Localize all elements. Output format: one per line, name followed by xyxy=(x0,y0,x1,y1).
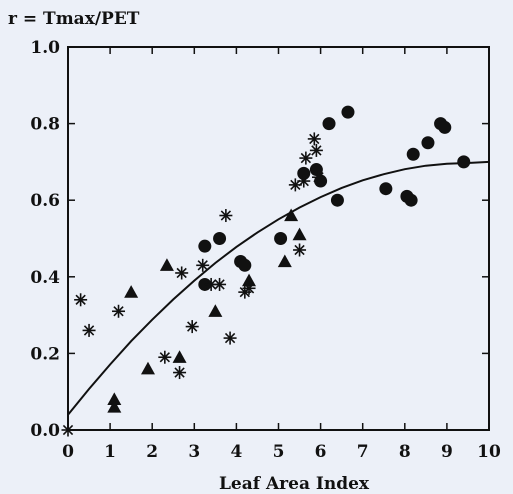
y-tick-label: 0.4 xyxy=(30,268,60,288)
circle-marker xyxy=(457,155,471,169)
asterisk-marker xyxy=(293,243,307,257)
triangle-marker xyxy=(277,254,292,268)
data-markers xyxy=(61,105,471,437)
asterisk-marker xyxy=(82,323,96,337)
circle-marker xyxy=(341,105,355,119)
triangle-marker xyxy=(159,258,174,271)
circle-marker xyxy=(198,239,212,253)
circle-marker xyxy=(322,117,336,131)
triangle-marker xyxy=(124,285,139,298)
triangle-marker xyxy=(172,350,187,363)
asterisk-marker xyxy=(213,277,227,291)
asterisk-marker xyxy=(173,366,187,380)
triangle-marker xyxy=(292,227,307,241)
circle-marker xyxy=(406,147,420,161)
x-tick-label: 4 xyxy=(230,442,242,462)
asterisk-marker xyxy=(175,266,189,280)
asterisk-marker xyxy=(74,293,88,307)
asterisk-marker xyxy=(242,281,256,295)
circle-marker xyxy=(438,120,452,134)
asterisk-marker xyxy=(61,423,75,437)
tick-labels: 0 1 2 3 4 5 6 7 8 9 10 0.0 0.2 0.4 0.6 0.8 1.0 xyxy=(30,38,501,462)
x-tick-label: 9 xyxy=(441,442,453,462)
x-axis-label: Leaf Area Index xyxy=(219,474,370,494)
asterisk-marker xyxy=(309,143,323,157)
chart-title: r = Tmax/PET xyxy=(8,9,140,29)
triangle-marker xyxy=(208,304,223,317)
x-tick-label: 0 xyxy=(62,442,74,462)
fit-curve xyxy=(67,160,490,416)
circle-marker xyxy=(379,182,393,196)
x-tick-label: 5 xyxy=(273,442,285,462)
triangle-marker xyxy=(107,400,122,413)
y-tick-label: 0.6 xyxy=(30,191,60,211)
triangle-marker xyxy=(242,273,257,287)
x-tick-label: 7 xyxy=(357,442,369,462)
asterisk-marker xyxy=(185,320,199,334)
y-tick-label: 0.0 xyxy=(30,421,60,441)
asterisk-marker xyxy=(299,151,313,165)
x-tick-label: 8 xyxy=(399,442,411,462)
x-tick-label: 1 xyxy=(104,442,116,462)
circle-marker xyxy=(274,232,288,245)
triangle-marker xyxy=(107,392,122,405)
asterisk-marker xyxy=(219,209,233,223)
triangle-marker xyxy=(140,361,155,375)
circle-marker xyxy=(404,193,418,207)
circle-marker xyxy=(309,163,323,177)
axis-ticks xyxy=(67,46,490,431)
circle-marker xyxy=(213,232,227,245)
asterisk-marker xyxy=(158,350,172,364)
circle-marker xyxy=(330,193,344,207)
y-tick-label: 1.0 xyxy=(30,38,60,58)
x-tick-label: 10 xyxy=(477,442,501,462)
circle-marker xyxy=(238,258,252,272)
asterisk-marker xyxy=(307,132,321,146)
y-tick-label: 0.8 xyxy=(30,115,60,135)
circle-marker xyxy=(421,136,435,150)
x-tick-label: 2 xyxy=(146,442,158,462)
asterisk-marker xyxy=(223,331,237,345)
circle-marker xyxy=(297,166,311,180)
asterisk-marker xyxy=(311,170,325,184)
y-tick-label: 0.2 xyxy=(30,344,60,364)
triangle-marker xyxy=(284,208,299,222)
x-tick-label: 3 xyxy=(188,442,200,462)
x-tick-label: 6 xyxy=(315,442,327,462)
asterisk-marker xyxy=(297,174,311,188)
asterisk-marker xyxy=(196,258,210,272)
asterisk-marker xyxy=(112,304,126,318)
